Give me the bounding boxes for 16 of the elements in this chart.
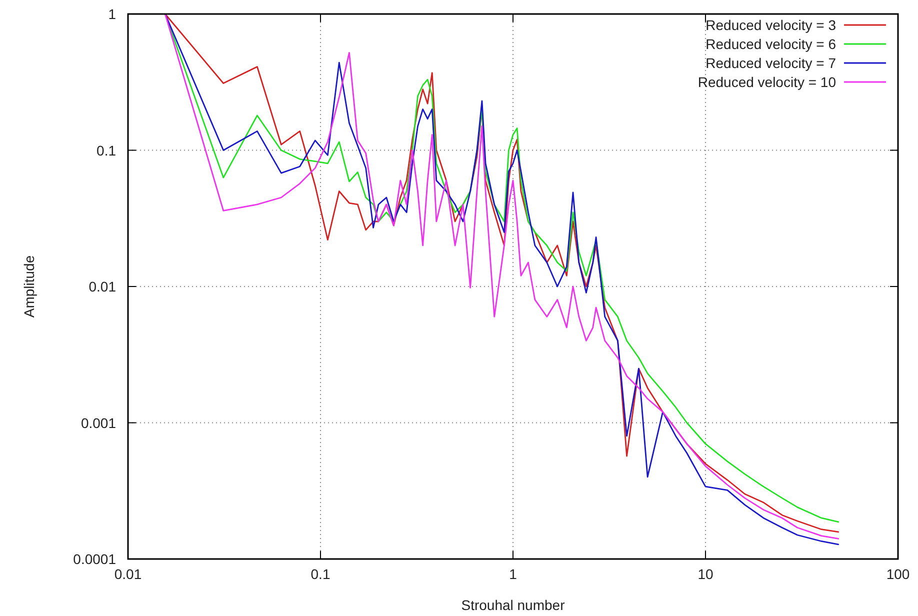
y-tick-label: 0.001 [80, 414, 116, 431]
x-tick-label: 0.01 [114, 566, 142, 582]
x-tick-label: 1 [509, 566, 518, 582]
x-tick-label: 10 [698, 566, 714, 582]
y-tick-label: 0.0001 [73, 551, 116, 567]
x-tick-label: 0.1 [310, 566, 330, 582]
x-tick-label: 100 [886, 566, 910, 582]
x-axis-title: Strouhal number [461, 597, 566, 613]
legend-label: Reduced velocity = 10 [698, 74, 836, 90]
legend-label: Reduced velocity = 6 [706, 36, 836, 52]
legend-label: Reduced velocity = 7 [706, 55, 836, 71]
legend-label: Reduced velocity = 3 [706, 17, 836, 33]
y-tick-label: 0.01 [88, 278, 116, 294]
y-axis-title: Amplitude [21, 255, 37, 318]
y-tick-label: 1 [108, 6, 116, 22]
y-tick-label: 0.1 [96, 142, 116, 158]
